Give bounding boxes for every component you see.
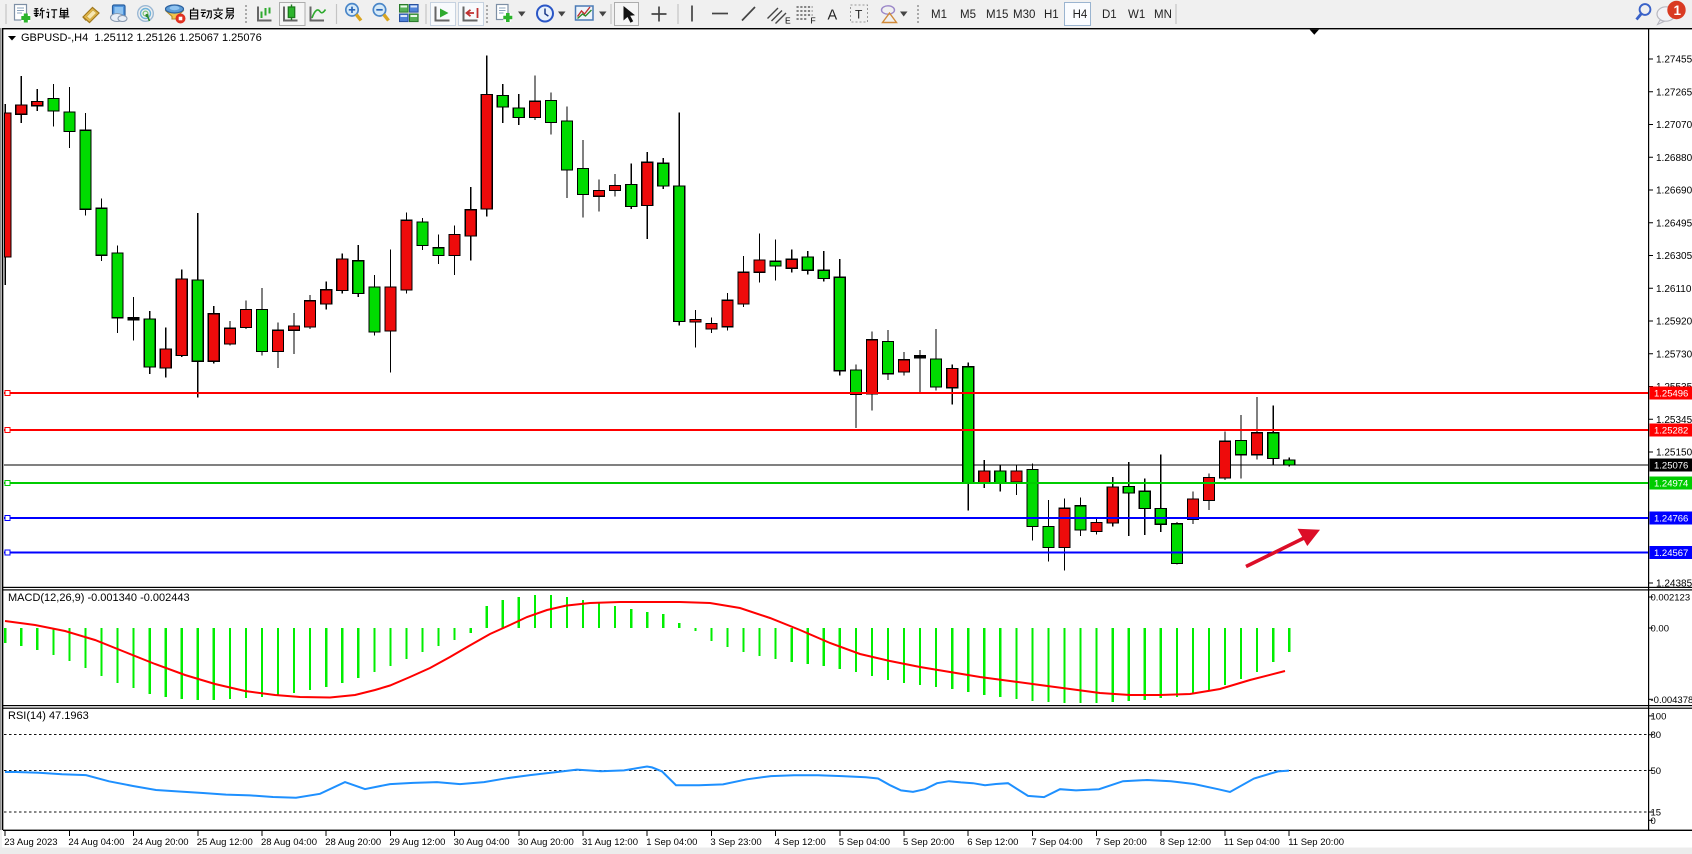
svg-text:RSI(14) 47.1963: RSI(14) 47.1963 xyxy=(8,710,89,722)
svg-text:M1: M1 xyxy=(931,9,947,21)
svg-text:1.26305: 1.26305 xyxy=(1656,251,1692,262)
svg-text:1 Sep 04:00: 1 Sep 04:00 xyxy=(646,837,697,848)
svg-text:E: E xyxy=(785,16,791,26)
svg-text:24 Aug 20:00: 24 Aug 20:00 xyxy=(133,837,189,848)
svg-text:1.24766: 1.24766 xyxy=(1654,514,1688,525)
svg-text:MN: MN xyxy=(1154,9,1172,21)
svg-text:1.25730: 1.25730 xyxy=(1656,349,1692,360)
svg-text:15: 15 xyxy=(1651,808,1662,819)
svg-text:1.25345: 1.25345 xyxy=(1656,415,1692,426)
svg-text:1.25282: 1.25282 xyxy=(1654,426,1688,437)
svg-text:30 Aug 20:00: 30 Aug 20:00 xyxy=(518,837,574,848)
svg-text:5 Sep 04:00: 5 Sep 04:00 xyxy=(839,837,890,848)
svg-text:30 Aug 04:00: 30 Aug 04:00 xyxy=(454,837,510,848)
svg-text:1.26110: 1.26110 xyxy=(1656,284,1692,295)
svg-text:-0.004378: -0.004378 xyxy=(1651,695,1692,706)
svg-text:1.27265: 1.27265 xyxy=(1656,87,1692,98)
svg-text:8 Sep 12:00: 8 Sep 12:00 xyxy=(1160,837,1211,848)
svg-text:0: 0 xyxy=(1651,816,1656,827)
svg-text:31 Aug 12:00: 31 Aug 12:00 xyxy=(582,837,638,848)
svg-text:W1: W1 xyxy=(1128,9,1145,21)
svg-text:1.25496: 1.25496 xyxy=(1654,389,1688,400)
svg-text:100: 100 xyxy=(1651,711,1667,722)
svg-text:0.002123: 0.002123 xyxy=(1651,593,1691,604)
svg-text:1.25076: 1.25076 xyxy=(1654,461,1688,472)
svg-text:23 Aug 2023: 23 Aug 2023 xyxy=(4,837,57,848)
svg-text:F: F xyxy=(811,16,816,26)
svg-text:MACD(12,26,9) -0.001340 -0.002: MACD(12,26,9) -0.001340 -0.002443 xyxy=(8,592,190,604)
svg-text:1.26495: 1.26495 xyxy=(1656,218,1692,229)
svg-text:29 Aug 12:00: 29 Aug 12:00 xyxy=(389,837,445,848)
svg-text:1.27455: 1.27455 xyxy=(1656,55,1692,66)
svg-text:1.26690: 1.26690 xyxy=(1656,186,1692,197)
svg-text:H4: H4 xyxy=(1073,9,1088,21)
svg-text:28 Aug 04:00: 28 Aug 04:00 xyxy=(261,837,317,848)
svg-text:7 Sep 20:00: 7 Sep 20:00 xyxy=(1096,837,1147,848)
svg-text:D1: D1 xyxy=(1102,9,1117,21)
svg-text:1.24385: 1.24385 xyxy=(1656,579,1692,590)
svg-text:11 Sep 20:00: 11 Sep 20:00 xyxy=(1288,837,1344,848)
svg-text:80: 80 xyxy=(1651,730,1662,741)
svg-text:50: 50 xyxy=(1651,766,1662,777)
svg-text:M30: M30 xyxy=(1013,9,1035,21)
svg-text:7 Sep 04:00: 7 Sep 04:00 xyxy=(1031,837,1082,848)
svg-text:1.25920: 1.25920 xyxy=(1656,317,1692,328)
svg-text:1.27070: 1.27070 xyxy=(1656,120,1692,131)
svg-text:24 Aug 04:00: 24 Aug 04:00 xyxy=(68,837,124,848)
svg-text:1: 1 xyxy=(1674,3,1682,18)
svg-text:11 Sep 04:00: 11 Sep 04:00 xyxy=(1224,837,1280,848)
svg-text:1.26880: 1.26880 xyxy=(1656,153,1692,164)
svg-text:M5: M5 xyxy=(960,9,976,21)
svg-text:1.24974: 1.24974 xyxy=(1654,479,1688,490)
svg-text:1.24567: 1.24567 xyxy=(1654,548,1688,559)
svg-text:T: T xyxy=(855,8,863,22)
svg-text:5 Sep 20:00: 5 Sep 20:00 xyxy=(903,837,954,848)
svg-text:28 Aug 20:00: 28 Aug 20:00 xyxy=(325,837,381,848)
svg-text:3 Sep 23:00: 3 Sep 23:00 xyxy=(710,837,761,848)
svg-text:25 Aug 12:00: 25 Aug 12:00 xyxy=(197,837,253,848)
svg-text:A: A xyxy=(828,8,838,24)
svg-text:0.00: 0.00 xyxy=(1651,624,1670,635)
svg-text:H1: H1 xyxy=(1044,9,1059,21)
svg-text:GBPUSD-,H4 1.25112 1.25126 1.: GBPUSD-,H4 1.25112 1.25126 1.25067 1.250… xyxy=(21,32,262,44)
svg-text:M15: M15 xyxy=(986,9,1008,21)
svg-text:4 Sep 12:00: 4 Sep 12:00 xyxy=(775,837,826,848)
svg-text:1.25150: 1.25150 xyxy=(1656,448,1692,459)
svg-text:6 Sep 12:00: 6 Sep 12:00 xyxy=(967,837,1018,848)
